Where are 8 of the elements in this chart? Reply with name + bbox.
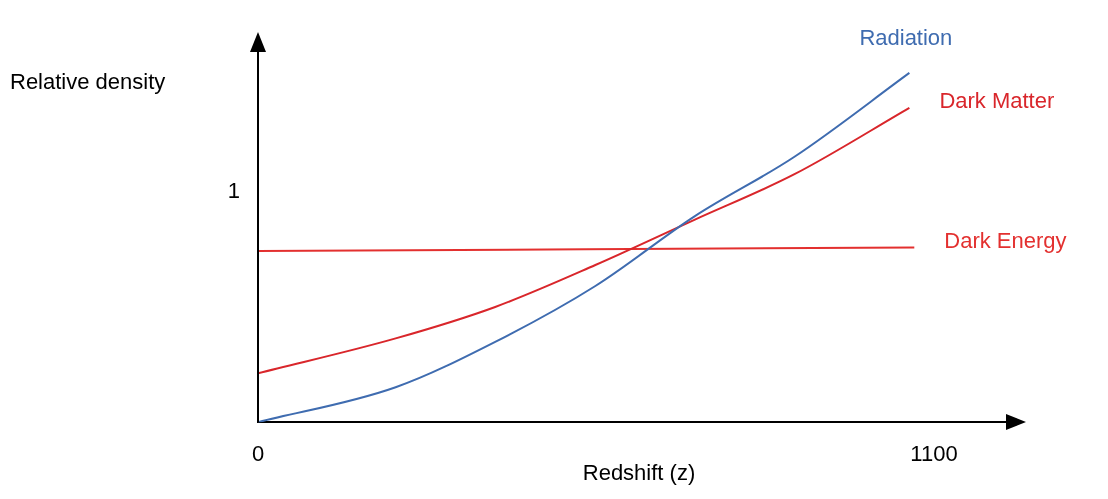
x-tick-label: 1100 (910, 441, 958, 467)
y-axis-title: Relative density (10, 69, 166, 95)
series-label: Radiation (859, 24, 953, 50)
x-axis-title: Redshift (z) (582, 459, 696, 485)
series-label: Dark Matter (939, 87, 1055, 113)
series-label: Dark Energy (944, 227, 1067, 253)
text: 1 (227, 177, 240, 203)
x-tick-label: 0 (251, 441, 265, 467)
